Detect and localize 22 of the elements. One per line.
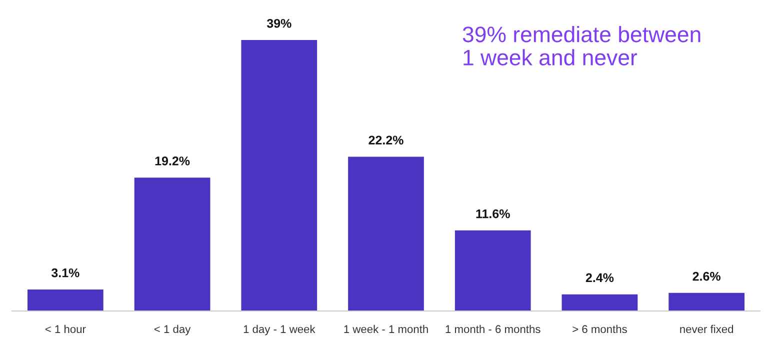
x-tick-label: 1 week - 1 month: [344, 324, 428, 334]
x-tick-label: 1 day - 1 week: [244, 324, 316, 336]
bar: [562, 294, 638, 311]
bar: [348, 156, 424, 311]
bar: [134, 178, 210, 311]
x-tick-label: 1 month - 6 months: [446, 324, 540, 334]
x-tick-label: > 6 months: [572, 324, 627, 334]
bar: [454, 230, 531, 311]
data-label: 11.6%: [476, 209, 510, 218]
data-label: 2.6%: [692, 272, 720, 281]
x-tick-label: never fixed: [680, 324, 734, 334]
bar: [241, 40, 318, 311]
x-tick-label: < 1 hour: [45, 324, 86, 334]
annotation: 39% remediate between 1 week and never: [462, 26, 700, 66]
x-tick-label: < 1 day: [154, 324, 191, 336]
data-label: 39%: [266, 18, 292, 28]
bar: [27, 289, 104, 311]
data-label: 22.2%: [368, 136, 404, 145]
data-label: 2.4%: [586, 273, 614, 282]
data-label: 19.2%: [155, 156, 190, 166]
bar: [668, 292, 745, 311]
data-label: 3.1%: [51, 268, 80, 278]
